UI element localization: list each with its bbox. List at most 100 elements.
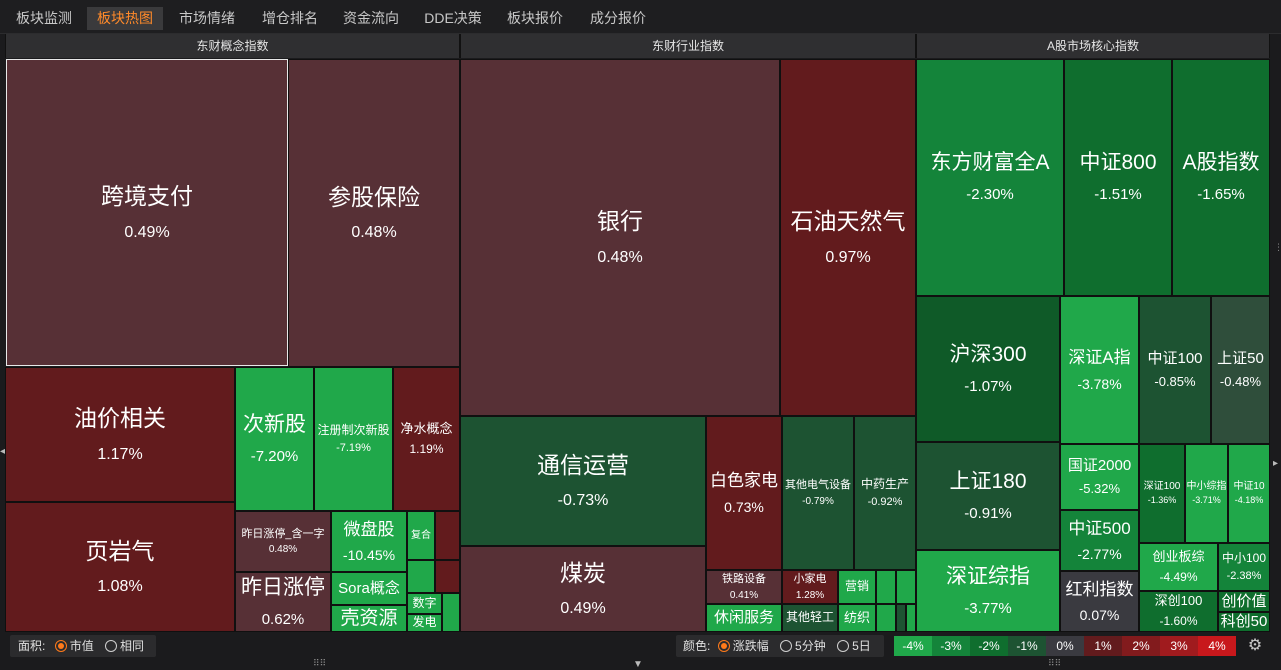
settings-gear-icon[interactable]: ⚙	[1247, 637, 1263, 654]
tile-change: 0.73%	[724, 498, 764, 515]
heatmap-tile[interactable]: 科创50	[1218, 612, 1270, 632]
heatmap-tile[interactable]: 石油天然气 0.97%	[780, 59, 916, 416]
heatmap-tile[interactable]: 发电	[407, 614, 442, 632]
heatmap-tile[interactable]: 壳资源	[331, 605, 407, 632]
area-option-equal[interactable]: 相同	[105, 639, 144, 653]
heatmap-tile[interactable]	[876, 604, 896, 632]
heatmap-tile[interactable]: 白色家电 0.73%	[706, 416, 782, 570]
heatmap-tile[interactable]: 小家电 1.28%	[782, 570, 838, 604]
heatmap-tile[interactable]: 昨日涨停 0.62%	[235, 572, 331, 632]
heatmap-tile[interactable]	[896, 570, 916, 604]
heatmap-tile[interactable]: 东方财富全A -2.30%	[916, 59, 1064, 296]
heatmap-tile[interactable]	[435, 560, 460, 593]
heatmap-tile[interactable]: 深证综指 -3.77%	[916, 550, 1060, 632]
heatmap-tile[interactable]: 煤炭 0.49%	[460, 546, 706, 632]
color-option-label: 5日	[852, 639, 871, 653]
heatmap-tile[interactable]: 净水概念 1.19%	[393, 367, 460, 511]
heatmap-tile[interactable]: 通信运营 -0.73%	[460, 416, 706, 546]
heatmap-tile[interactable]: 其他电气设备 -0.79%	[782, 416, 854, 570]
heatmap-tile[interactable]	[906, 604, 916, 632]
heatmap-tile[interactable]: 深证100 -1.36%	[1139, 444, 1185, 543]
heatmap-tile[interactable]: 注册制次新股 -7.19%	[314, 367, 393, 511]
heatmap-tile[interactable]: 参股保险 0.48%	[288, 59, 460, 367]
heatmap-tile[interactable]: 创业板综 -4.49%	[1139, 543, 1218, 591]
tile-change: -3.71%	[1192, 494, 1221, 505]
heatmap-tile[interactable]: 跨境支付 0.49%	[6, 59, 288, 366]
resize-grip-icon[interactable]: ⠿⠿	[1048, 658, 1062, 668]
heatmap-tile[interactable]	[442, 593, 460, 632]
color-mode-label: 颜色:	[683, 639, 711, 653]
heatmap-tile[interactable]: 数字	[407, 593, 442, 614]
heatmap-tile[interactable]: 其他轻工	[782, 604, 838, 632]
heatmap-tile[interactable]: 铁路设备 0.41%	[706, 570, 782, 604]
tile-name: 微盘股	[343, 519, 395, 539]
color-option-change[interactable]: 涨跌幅	[717, 639, 769, 653]
tab-market-sentiment[interactable]: 市场情绪	[179, 10, 235, 26]
heatmap-tile[interactable]: 红利指数 0.07%	[1060, 571, 1139, 632]
heatmap-tile[interactable]: 中证500 -2.77%	[1060, 510, 1139, 571]
panel-header-industry: 东财行业指数	[460, 34, 916, 58]
heatmap-tile[interactable]: 纺织	[838, 604, 876, 632]
tile-name: 白色家电	[710, 471, 778, 491]
heatmap-tile[interactable]: 中证100 -0.85%	[1139, 296, 1211, 444]
heatmap-tile[interactable]	[435, 511, 460, 560]
tab-sector-quotes[interactable]: 板块报价	[507, 10, 563, 26]
heatmap-tile[interactable]: 中小100 -2.38%	[1218, 543, 1270, 591]
tile-name: 中小100	[1221, 550, 1267, 565]
heatmap-tile[interactable]: 深证A指 -3.78%	[1060, 296, 1139, 444]
color-option-5min[interactable]: 5分钟	[780, 639, 826, 653]
heatmap-tile[interactable]: 中药生产 -0.92%	[854, 416, 916, 570]
heatmap-tile[interactable]: A股指数 -1.65%	[1172, 59, 1270, 296]
heatmap-tile[interactable]: 深创100 -1.60%	[1139, 591, 1218, 632]
heatmap-tile[interactable]: 微盘股 -10.45%	[331, 511, 407, 572]
color-mode-group: 颜色: 涨跌幅 5分钟 5日	[676, 635, 884, 657]
resize-grip-icon[interactable]: ⠿⠿	[313, 658, 327, 668]
heatmap-tile[interactable]	[407, 560, 435, 593]
tile-name: 次新股	[243, 412, 306, 436]
panel-header-concept: 东财概念指数	[5, 34, 460, 58]
heatmap-tile[interactable]: 创价值	[1218, 591, 1270, 612]
resize-grip-icon[interactable]: ⋮	[1274, 242, 1281, 252]
tile-change: 0.62%	[261, 610, 305, 628]
tile-name: 中小综指	[1186, 481, 1227, 493]
heatmap-tile[interactable]: 中证800 -1.51%	[1064, 59, 1172, 296]
tab-capital-flow[interactable]: 资金流向	[343, 10, 399, 26]
heatmap-tile[interactable]: 油价相关 1.17%	[5, 367, 235, 502]
heatmap-tile[interactable]: 沪深300 -1.07%	[916, 296, 1060, 442]
panel-header-core-index: A股市场核心指数	[916, 34, 1270, 58]
heatmap-tile[interactable]: 银行 0.48%	[460, 59, 780, 416]
heatmap-tile[interactable]: 昨日涨停_含一字 0.48%	[235, 511, 331, 572]
tile-name: 昨日涨停	[241, 575, 325, 599]
area-mode-group: 面积: 市值 相同	[10, 635, 156, 657]
heatmap-tile[interactable]: 页岩气 1.08%	[5, 502, 235, 632]
heatmap-tile[interactable]: 国证2000 -5.32%	[1060, 444, 1139, 510]
heatmap-tile[interactable]: 复合	[407, 511, 435, 560]
tile-name: 昨日涨停_含一字	[241, 527, 325, 540]
tile-change: -7.19%	[336, 442, 371, 455]
tab-component-quotes[interactable]: 成分报价	[590, 10, 646, 26]
area-option-market-cap[interactable]: 市值	[54, 639, 94, 653]
heatmap-tile[interactable]: 次新股 -7.20%	[235, 367, 314, 511]
heatmap-tile[interactable]: 上证180 -0.91%	[916, 442, 1060, 550]
heatmap-tile[interactable]	[896, 604, 906, 632]
tab-position-ranking[interactable]: 增仓排名	[262, 10, 318, 26]
heatmap-tile[interactable]: 中证10 -4.18%	[1228, 444, 1270, 543]
tab-sector-heatmap[interactable]: 板块热图	[87, 7, 163, 30]
heatmap-tile[interactable]: 中小综指 -3.71%	[1185, 444, 1228, 543]
tab-sector-monitor[interactable]: 板块监测	[16, 10, 72, 26]
tile-name: 国证2000	[1067, 457, 1132, 475]
color-option-5day[interactable]: 5日	[837, 639, 871, 653]
tile-change: 0.48%	[268, 544, 298, 556]
scroll-right-arrow-icon[interactable]: ▸	[1273, 458, 1279, 469]
heatmap-tile[interactable]: Sora概念	[331, 572, 407, 605]
color-option-label: 5分钟	[795, 639, 826, 653]
scroll-left-arrow-icon[interactable]: ◂	[0, 446, 6, 457]
tab-dde-decision[interactable]: DDE决策	[424, 10, 482, 26]
heatmap-tile[interactable]: 上证50 -0.48%	[1211, 296, 1270, 444]
heatmap-tile[interactable]	[876, 570, 896, 604]
tile-change: -4.18%	[1234, 494, 1264, 505]
heatmap-tile[interactable]: 营销	[838, 570, 876, 604]
collapse-arrow-icon[interactable]: ▼	[633, 659, 643, 670]
tile-change: -0.48%	[1219, 374, 1262, 390]
heatmap-tile[interactable]: 休闲服务	[706, 604, 782, 632]
